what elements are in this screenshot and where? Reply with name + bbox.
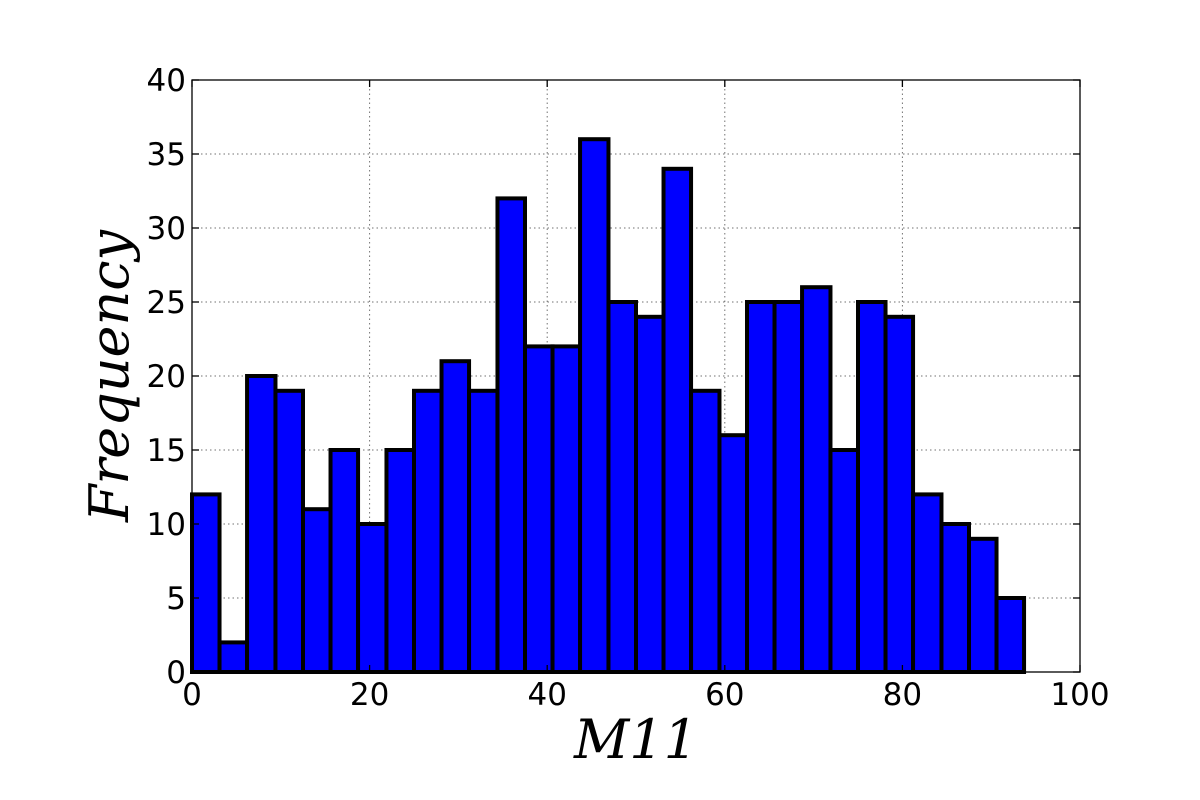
histogram-bar <box>301 507 333 675</box>
histogram-bar <box>217 640 250 675</box>
histogram-bar <box>273 388 305 674</box>
y-tick-label: 10 <box>147 507 186 543</box>
histogram-bar <box>828 448 860 674</box>
y-tick-label: 20 <box>147 359 186 395</box>
y-tick-label: 15 <box>147 433 186 469</box>
x-tick-label: 60 <box>705 677 744 713</box>
histogram-bar <box>967 536 999 674</box>
x-tick-label: 80 <box>883 677 922 713</box>
histogram-bar <box>550 344 583 674</box>
x-axis-title: M11 <box>573 708 698 771</box>
histogram-bar <box>634 314 666 674</box>
y-tick-label: 35 <box>147 137 186 173</box>
histogram-bar <box>745 300 777 674</box>
histogram-bar <box>856 300 888 674</box>
histogram-bar <box>578 137 611 674</box>
histogram-bar <box>939 522 971 674</box>
histogram-bar <box>356 522 389 674</box>
histogram-bar <box>439 359 472 674</box>
histogram-bar <box>911 492 944 674</box>
histogram-bar <box>495 196 527 674</box>
histogram-bar <box>328 448 361 674</box>
histogram-bar <box>245 374 278 674</box>
y-tick-label: 40 <box>147 63 186 99</box>
histogram-bar <box>800 285 833 674</box>
x-tick-label: 40 <box>527 677 566 713</box>
histogram-bar <box>467 388 500 674</box>
y-tick-label: 5 <box>166 581 186 617</box>
histogram-bar <box>190 492 222 674</box>
histogram-bar <box>994 596 1027 674</box>
x-tick-label: 0 <box>182 677 202 713</box>
x-tick-label: 100 <box>1050 677 1109 713</box>
y-tick-label: 30 <box>147 211 186 247</box>
y-axis-title: Frequency <box>78 228 141 523</box>
histogram-bar <box>412 388 444 674</box>
histogram-bar <box>606 300 638 674</box>
histogram-bar <box>772 300 805 674</box>
x-tick-label: 20 <box>350 677 389 713</box>
histogram-bar <box>661 166 694 675</box>
histogram-bar <box>717 433 749 675</box>
histogram-bar <box>384 448 416 674</box>
y-tick-label: 0 <box>166 655 186 691</box>
histogram-bar <box>523 344 555 674</box>
histogram-bar <box>689 388 722 674</box>
histogram-bars <box>190 137 1027 675</box>
y-tick-label: 25 <box>147 285 186 321</box>
axis-ticks: 0 20 40 60 80 100 0 5 10 15 20 25 30 35 40 <box>147 63 1110 713</box>
histogram-bar <box>883 314 916 674</box>
